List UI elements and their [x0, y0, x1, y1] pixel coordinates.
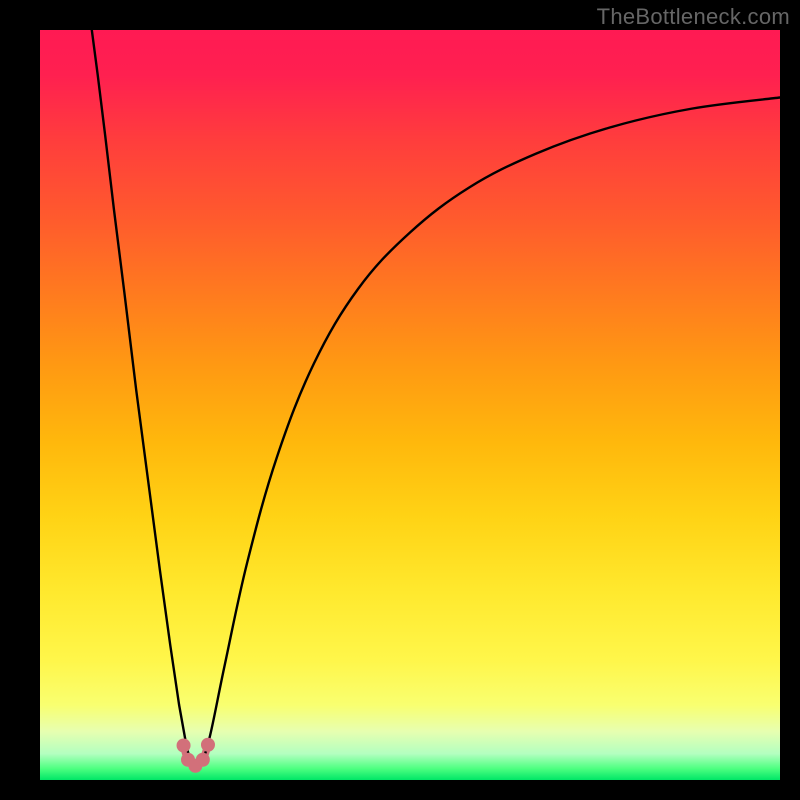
curve-left-branch	[92, 30, 196, 769]
valley-marker	[177, 739, 191, 753]
chart-frame: TheBottleneck.com	[0, 0, 800, 800]
valley-marker	[196, 753, 210, 767]
curve-layer	[40, 30, 780, 780]
valley-marker	[201, 738, 215, 752]
curve-right-branch	[195, 98, 780, 769]
watermark-text: TheBottleneck.com	[597, 4, 790, 30]
plot-area	[40, 30, 780, 780]
